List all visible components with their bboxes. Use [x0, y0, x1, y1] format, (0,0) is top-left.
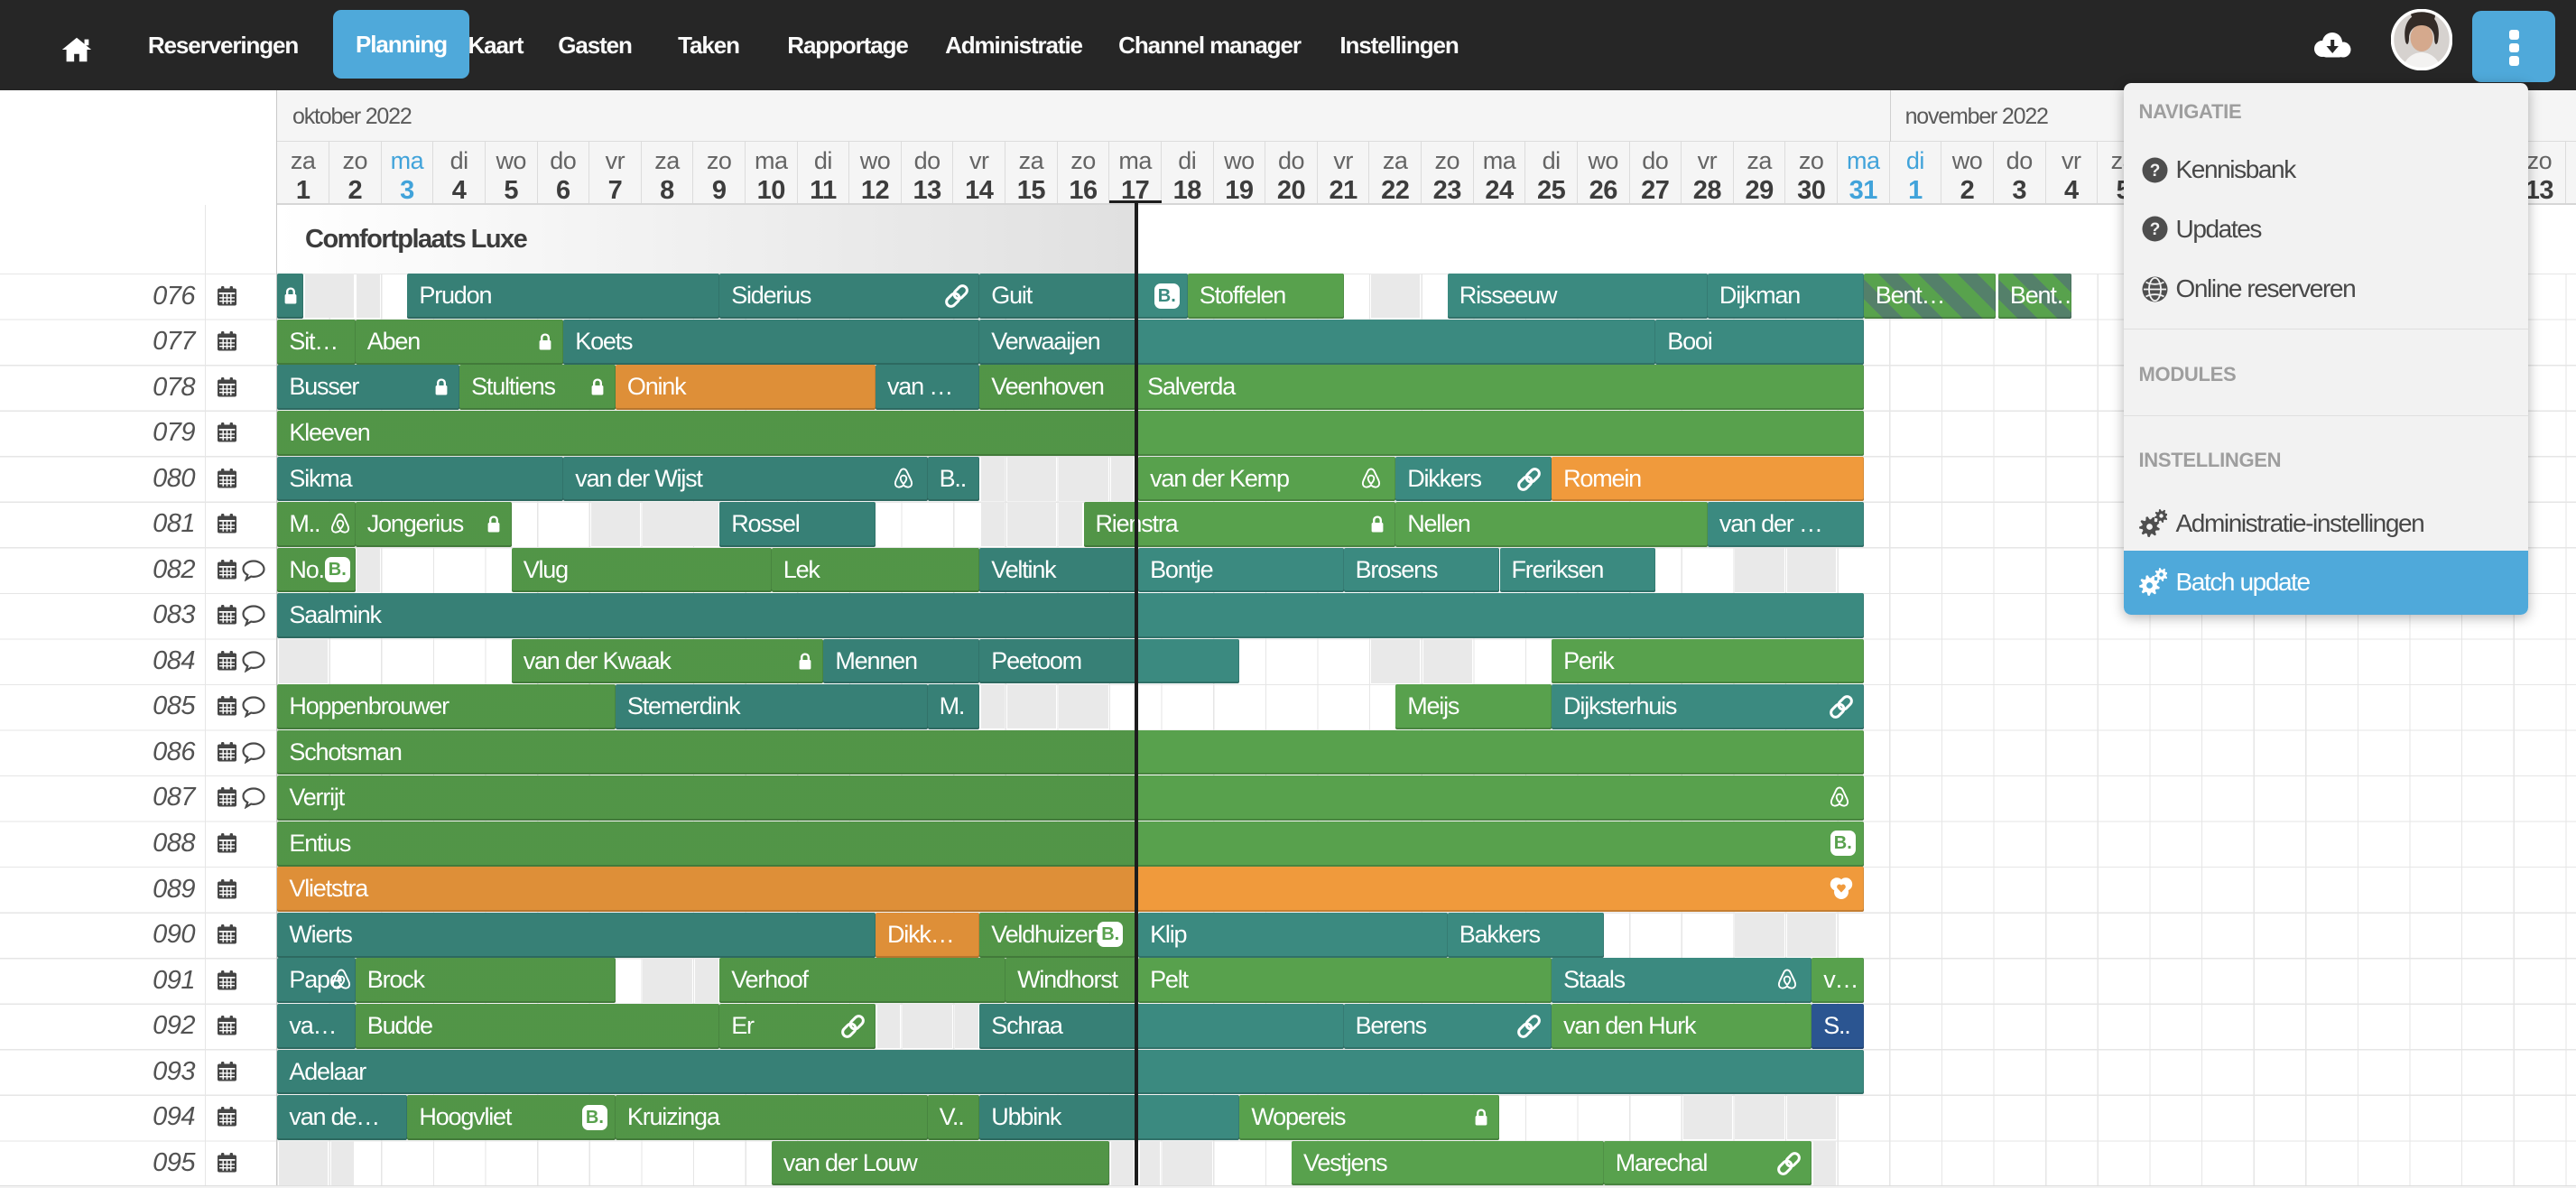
svg-text:?: ? — [2149, 220, 2160, 239]
svg-text:?: ? — [2149, 162, 2160, 181]
